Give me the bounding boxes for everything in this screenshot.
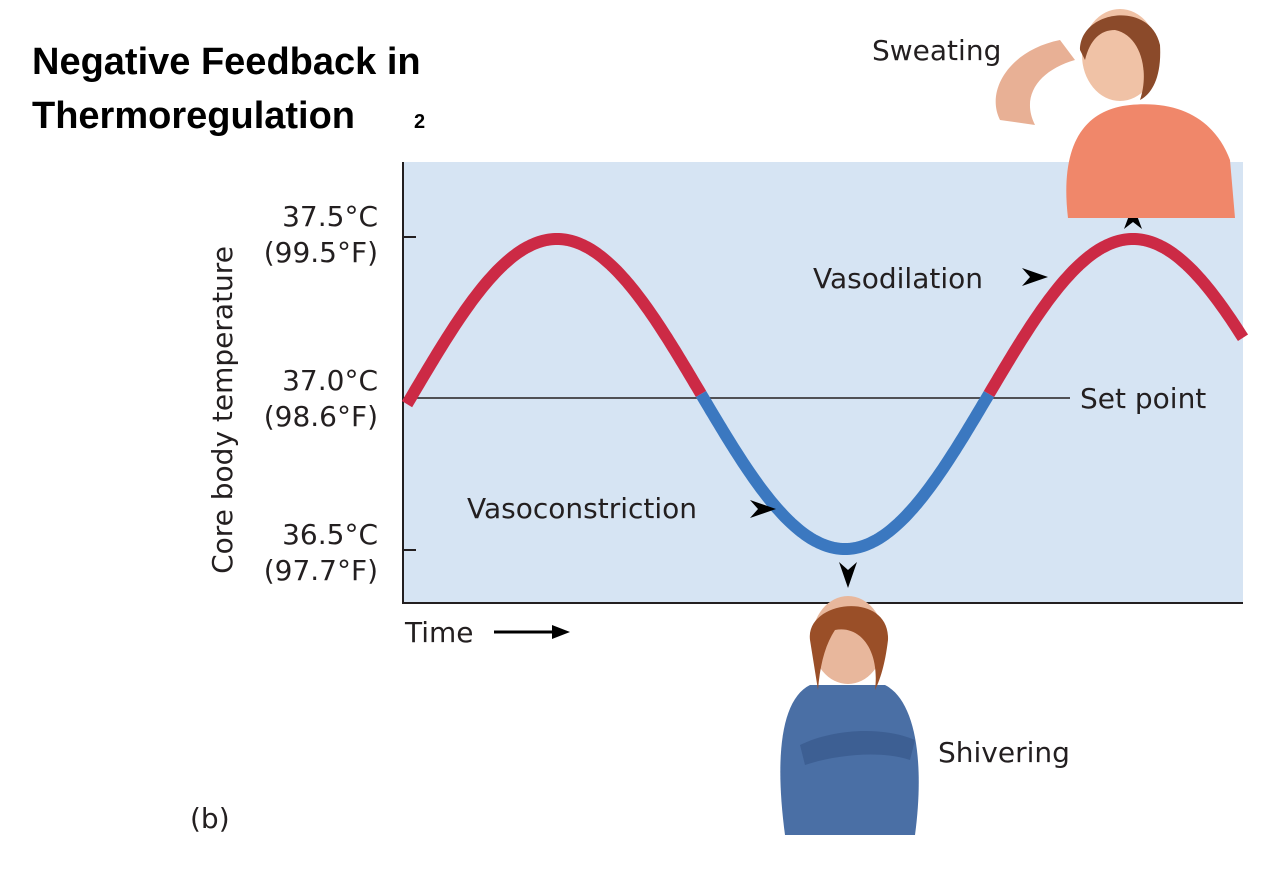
curve-segment [401,233,707,408]
set-point-label: Set point [1080,382,1206,415]
annotation: Sweating [872,34,1001,67]
time-arrow [494,625,570,639]
arrowhead [750,500,776,518]
tick-label: 37.0°C [282,364,378,397]
tick-label: 36.5°C [282,518,378,551]
temperature-curve [401,233,1249,555]
tick-label: 37.5°C [282,200,378,233]
annotation: Shivering [938,736,1070,769]
sweating-figure [995,9,1235,218]
arrowhead [1022,268,1048,286]
shivering-figure [780,596,919,835]
annotation: Vasoconstriction [467,492,697,525]
annotation: Vasodilation [813,262,983,295]
tick-label: (98.6°F) [264,400,378,433]
panel-label: (b) [190,802,230,835]
arrowhead [839,562,857,588]
curve-segment [695,390,995,555]
y-axis-label: Core body temperature [206,246,239,574]
tick-label: (97.7°F) [264,554,378,587]
tick-label: (99.5°F) [264,236,378,269]
title: Negative Feedback in [32,41,421,83]
curve-segment [983,233,1249,398]
x-axis-label: Time [404,616,474,649]
title: Thermoregulation [32,95,355,137]
superscript: 2 [414,111,425,133]
